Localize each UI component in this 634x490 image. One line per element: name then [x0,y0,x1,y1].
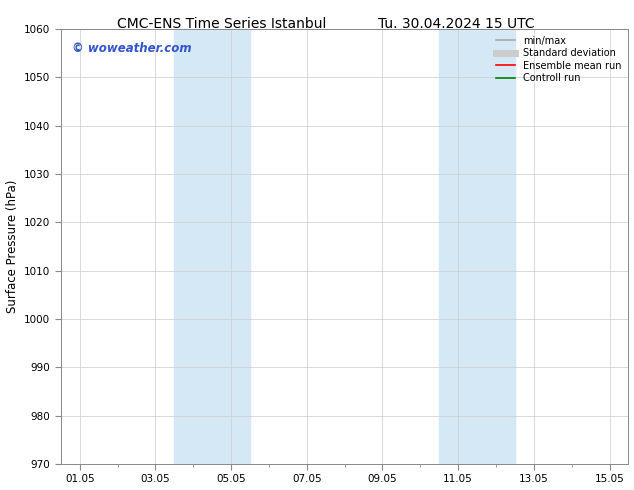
Bar [439,29,477,464]
Y-axis label: Surface Pressure (hPa): Surface Pressure (hPa) [6,180,18,313]
Bar [477,29,515,464]
Text: Tu. 30.04.2024 15 UTC: Tu. 30.04.2024 15 UTC [378,17,535,31]
Bar [212,29,250,464]
Legend: min/max, Standard deviation, Ensemble mean run, Controll run: min/max, Standard deviation, Ensemble me… [494,34,624,85]
Text: CMC-ENS Time Series Istanbul: CMC-ENS Time Series Istanbul [117,17,327,31]
Bar [174,29,212,464]
Text: © woweather.com: © woweather.com [72,42,191,55]
